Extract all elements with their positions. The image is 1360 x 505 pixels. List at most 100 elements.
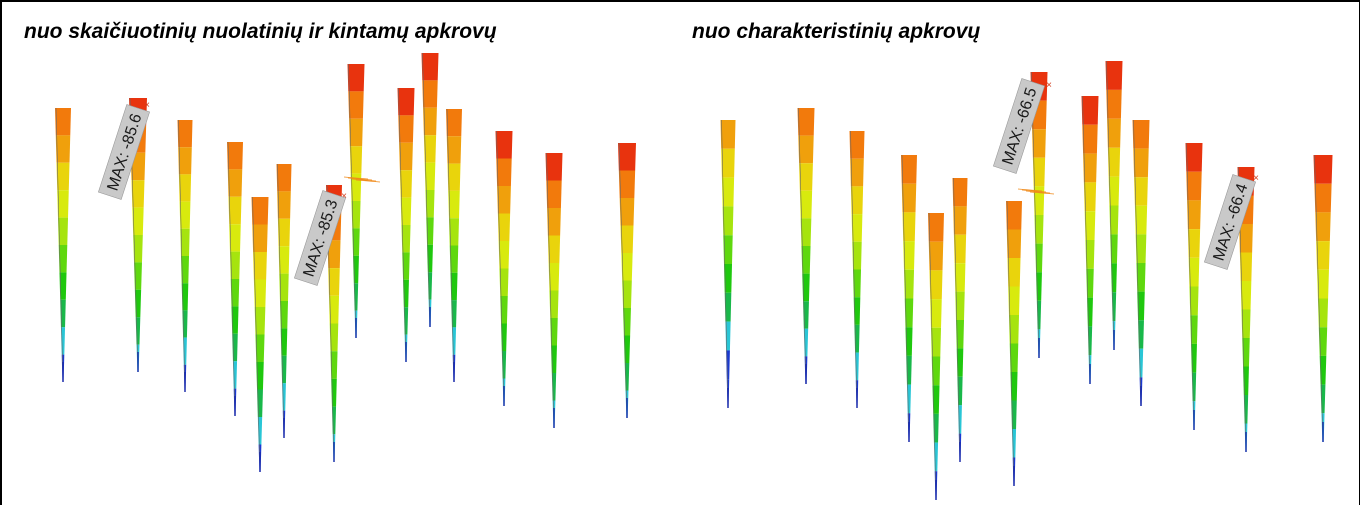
column-axis-line	[850, 130, 858, 409]
column-axis-line	[496, 130, 505, 407]
column-axis-line	[1133, 119, 1142, 407]
column-segment	[1134, 205, 1148, 235]
column-segment	[1187, 200, 1201, 230]
column-segment	[1034, 215, 1044, 244]
column-segment	[400, 197, 412, 225]
column-segment	[622, 280, 632, 308]
max-markers: × × × ×	[144, 80, 1259, 202]
right-column-12	[1185, 142, 1203, 431]
column-segment	[56, 162, 70, 191]
column-segment	[903, 241, 915, 270]
column-segment	[1086, 268, 1094, 298]
column-segment	[1107, 147, 1121, 177]
column-segment	[1009, 343, 1019, 372]
column-segment	[1185, 143, 1203, 172]
column-axis-line	[1186, 142, 1195, 431]
column-segment	[1033, 186, 1045, 215]
left-column-6	[276, 163, 292, 439]
column-segment	[619, 198, 635, 226]
column-segment	[1134, 177, 1148, 206]
column-segment	[851, 214, 863, 242]
column-segment	[330, 351, 338, 379]
column-segment	[930, 327, 942, 357]
column-segment	[545, 153, 563, 181]
column-segment	[799, 190, 813, 219]
left-panel-title: nuo skaičiuotinių nuolatinių ir kintamų …	[24, 20, 497, 43]
column-segment	[955, 320, 965, 349]
column-segment	[1006, 229, 1022, 258]
column-segment	[227, 169, 243, 197]
column-segment	[178, 174, 192, 202]
column-segment	[904, 298, 914, 328]
column-axis-line	[422, 52, 431, 328]
column-segment	[1189, 286, 1199, 316]
column-axis-line	[953, 177, 961, 463]
column-segment	[1081, 96, 1099, 125]
column-segment	[953, 206, 967, 235]
column-segment	[932, 385, 940, 414]
column-segment	[277, 218, 291, 247]
column-segment	[547, 208, 561, 236]
column-segment	[1242, 338, 1250, 367]
column-segment	[181, 283, 189, 311]
column-segment	[352, 228, 360, 256]
column-segment	[852, 269, 862, 298]
column-segment	[929, 270, 943, 300]
column-segment	[253, 279, 267, 307]
column-segment	[849, 131, 865, 159]
column-segment	[328, 268, 340, 296]
column-segment	[446, 109, 462, 137]
column-segment	[901, 183, 917, 213]
column-segment	[1010, 372, 1018, 401]
column-segment	[1110, 234, 1118, 264]
left-column-7	[326, 184, 342, 463]
column-segment	[1107, 118, 1121, 148]
column-segment	[853, 297, 861, 325]
column-segment	[57, 190, 69, 218]
column-axis-line	[618, 142, 628, 419]
column-segment	[1315, 212, 1331, 242]
column-segment	[799, 163, 813, 191]
column-segment	[1188, 257, 1200, 287]
column-segment	[422, 80, 438, 108]
column-segment	[421, 53, 439, 81]
column-segment	[349, 146, 363, 174]
column-axis-line	[227, 141, 236, 417]
column-segment	[1108, 176, 1120, 206]
column-segment	[1132, 120, 1150, 149]
column-segment	[802, 273, 810, 302]
column-segment	[180, 256, 190, 284]
column-segment	[277, 191, 291, 219]
support-symbol	[343, 176, 381, 183]
column-segment	[58, 245, 68, 273]
column-axis-line	[252, 196, 261, 473]
column-axis-line	[798, 107, 807, 385]
left-panel-columns	[55, 52, 636, 473]
max-point-marker: ×	[1046, 80, 1052, 91]
column-segment	[618, 170, 636, 198]
left-column-1	[55, 107, 71, 383]
column-segment	[229, 251, 241, 279]
left-column-9	[397, 87, 415, 363]
column-segment	[497, 186, 511, 214]
column-segment	[347, 64, 365, 92]
column-segment	[327, 240, 341, 269]
column-segment	[722, 206, 734, 236]
left-column-11	[446, 108, 462, 383]
column-axis-line	[1314, 154, 1324, 443]
column-segment	[402, 252, 410, 280]
column-segment	[449, 245, 459, 273]
column-axis-line	[348, 63, 357, 339]
right-panel-title: nuo charakteristinių apkrovų	[692, 20, 981, 43]
column-segment	[256, 362, 264, 390]
column-segment	[850, 186, 864, 215]
column-segment	[548, 263, 560, 291]
right-column-9	[1081, 95, 1099, 385]
column-segment	[1317, 298, 1329, 328]
column-segment	[1008, 315, 1020, 344]
column-segment	[252, 224, 268, 252]
column-segment	[426, 217, 434, 245]
column-segment	[850, 158, 864, 187]
column-segment	[1007, 258, 1021, 287]
